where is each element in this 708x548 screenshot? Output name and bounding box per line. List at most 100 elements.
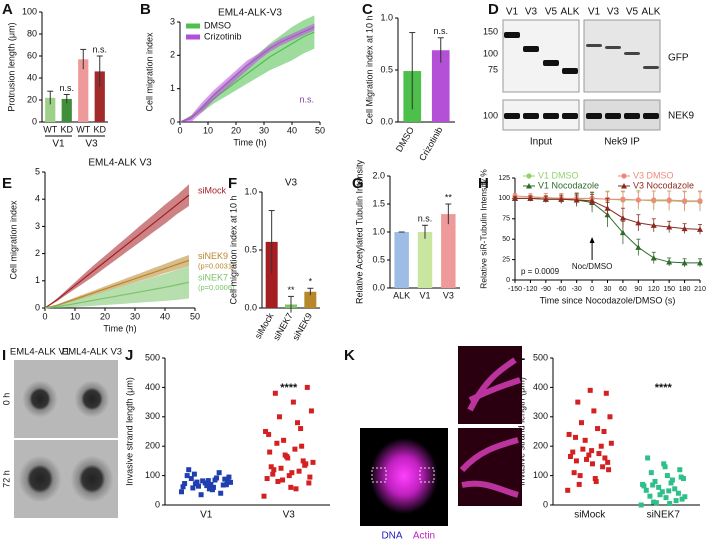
band [523,46,539,52]
y-tick-label: 100 [145,470,160,480]
legend-label: Crizotinib [204,31,242,41]
point [223,482,229,488]
point [200,478,206,484]
y-tick-label: 80 [27,28,37,38]
significance: n.s. [92,44,107,54]
series-label: siNEK7 [198,273,228,283]
point [218,490,224,496]
lane-label: ALK [642,7,661,18]
x-tick-label: KD [60,124,73,134]
significance: * [309,277,313,287]
band [504,32,520,38]
y-axis-label: Cell migration index at 10 h [228,195,238,304]
channel-label: DNA [381,531,402,542]
significance: **** [655,382,673,394]
mw-marker: 100 [483,48,498,58]
panel-label: H [478,175,489,192]
significance: ** [287,285,295,295]
band [605,113,621,119]
marker [512,195,518,201]
x-tick-label: DMSO [394,125,416,153]
y-axis-label: Relative Acetylated Tubulin Intensity [354,159,364,304]
marker [697,226,703,232]
point [589,448,595,454]
point [575,399,581,405]
bar [45,97,56,122]
significance: n.s. [418,214,433,224]
point [304,384,310,390]
chart-title: EML4-ALK V3 [88,158,152,169]
point [580,446,586,452]
lane-label: V5 [626,7,639,18]
point [300,458,306,464]
column-label: EML4-ALK V1 [10,347,70,358]
spheroid [370,438,438,514]
blot-label: GFP [668,53,689,64]
band [543,60,559,66]
point [214,475,220,481]
x-tick-label: Crizotinib [417,125,444,162]
spheroid [18,455,62,503]
point [206,486,212,492]
point [204,483,210,489]
point [299,443,305,449]
bar [304,291,317,308]
legend-label: V1 DMSO [538,170,579,180]
point [673,498,679,504]
point [582,437,588,443]
x-tick-label: 90 [634,286,642,293]
series-line [44,194,190,309]
point [226,474,232,480]
point [270,471,276,477]
point [659,489,665,495]
lane-label: V3 [607,7,620,18]
point [261,493,267,499]
point [645,455,651,461]
row-label: 72 h [1,470,11,488]
point [190,485,196,491]
point [202,480,208,486]
p-value: (p=0.0031) [198,261,235,270]
marker [589,197,596,204]
x-tick-label: 0 [590,286,594,293]
band [504,113,520,119]
lane-label: ALK [561,7,580,18]
point [679,496,685,502]
marker [558,196,565,202]
point [592,476,598,482]
y-tick-label: 1.0 [244,186,257,196]
y-tick-label: 25 [502,256,510,263]
marker [542,196,549,202]
error-band [180,23,315,123]
x-axis-label: Time (h) [233,137,266,147]
point [657,492,663,498]
point [276,414,282,420]
point [600,464,606,470]
significance: **** [280,382,298,394]
y-tick-label: 3 [170,16,175,26]
y-tick-label: 5 [35,166,40,176]
point [578,420,584,426]
y-tick-label: 60 [27,50,37,60]
x-tick-label: 50 [315,125,325,135]
spheroid [70,455,114,503]
y-axis-label: Cell Migration index at 10 h [364,15,374,124]
point [196,483,202,489]
significance: n.s. [433,26,448,36]
point [268,464,274,470]
point [565,487,571,493]
point [278,465,284,471]
panel-label: E [2,175,12,192]
point [292,446,298,452]
x-tick-label: -150 [508,286,522,293]
x-tick-label: WT [76,124,90,134]
band [586,44,602,47]
channel-label: Actin [413,531,435,542]
x-tick-label: -90 [541,286,551,293]
y-tick-label: 200 [145,441,160,451]
inset-box [419,467,435,483]
point [656,484,662,490]
marker [635,197,641,203]
y-tick-label: 2.0 [372,170,385,180]
